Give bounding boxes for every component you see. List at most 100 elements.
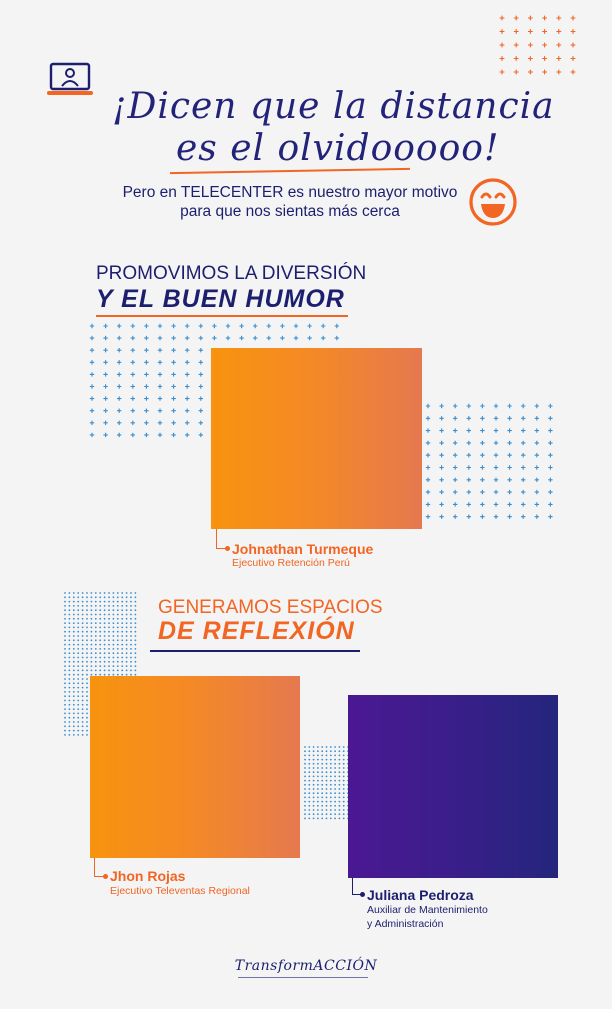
dot <box>121 656 124 659</box>
plus-dot <box>171 432 176 438</box>
dot <box>77 600 80 603</box>
dot <box>81 622 84 624</box>
dot <box>334 788 336 790</box>
plus-dot <box>185 348 190 353</box>
dot <box>125 643 128 646</box>
plus-dot <box>466 403 471 409</box>
dot <box>108 596 110 599</box>
dot <box>317 804 319 807</box>
plus-dot <box>480 477 485 482</box>
dot <box>112 630 115 633</box>
plus-dot <box>480 465 485 470</box>
dot <box>108 639 110 642</box>
dot <box>125 596 128 599</box>
plus-dot <box>507 465 512 470</box>
plus-dot <box>171 348 176 353</box>
dot <box>99 656 102 659</box>
dot <box>130 609 132 612</box>
plus-dot <box>425 440 431 446</box>
dot <box>81 721 84 723</box>
person-role: Ejecutivo Televentas Regional <box>110 885 250 897</box>
dot <box>312 771 315 774</box>
dot <box>108 600 110 603</box>
plus-dot <box>439 428 444 433</box>
dot <box>334 800 336 803</box>
dot <box>86 643 88 646</box>
dot <box>94 660 97 663</box>
section2-underline <box>150 650 360 652</box>
dot <box>68 626 71 629</box>
dot <box>86 648 88 650</box>
dot <box>121 600 124 603</box>
dot <box>321 750 324 753</box>
dot <box>334 809 336 811</box>
dot <box>304 762 306 765</box>
dot <box>77 652 80 655</box>
plus-dot <box>144 384 149 389</box>
plus-dot <box>542 56 547 61</box>
plus-dot <box>507 416 512 421</box>
dot <box>99 643 102 646</box>
dot <box>334 746 336 748</box>
dot <box>325 796 328 799</box>
plus-dot <box>239 335 244 341</box>
dot <box>321 792 324 795</box>
plus-dot <box>480 403 485 409</box>
plus-dot <box>198 360 203 365</box>
dot <box>64 630 66 633</box>
dot <box>312 809 315 811</box>
dot <box>116 643 119 646</box>
plus-dot <box>425 489 431 495</box>
dot <box>86 596 88 599</box>
plus-dot <box>521 502 526 507</box>
dot <box>108 613 110 616</box>
plus-dot <box>480 428 485 433</box>
dot <box>130 613 132 616</box>
plus-dot <box>198 408 203 413</box>
plus-dot <box>439 489 444 495</box>
dot <box>81 635 84 637</box>
dot <box>72 699 75 702</box>
dot <box>68 716 71 719</box>
dot <box>342 809 345 811</box>
dot <box>64 686 66 689</box>
dot <box>72 682 75 685</box>
plus-dot <box>521 428 526 433</box>
dot <box>108 660 110 663</box>
dot <box>86 721 88 723</box>
dot <box>134 669 137 672</box>
dot <box>112 592 115 594</box>
dot <box>112 660 115 663</box>
plus-dot <box>130 335 135 341</box>
dot <box>103 656 106 659</box>
dot <box>77 725 80 728</box>
plus-dot <box>89 384 95 389</box>
dot <box>312 792 315 795</box>
dot <box>72 691 75 693</box>
plus-dot <box>507 489 512 495</box>
dot <box>103 673 106 676</box>
dot <box>64 665 66 667</box>
dot <box>81 695 84 698</box>
plus-dot <box>144 360 149 365</box>
dot <box>90 596 93 599</box>
dot <box>86 678 88 680</box>
dot <box>64 626 66 629</box>
dot <box>342 788 345 790</box>
plus-dot <box>103 396 108 401</box>
dot <box>94 665 97 667</box>
dot <box>86 660 88 663</box>
dot <box>103 630 106 633</box>
plus-dot <box>425 428 431 433</box>
dot <box>108 605 110 607</box>
dot <box>86 622 88 624</box>
plus-dot <box>548 477 553 482</box>
dot <box>94 652 97 655</box>
dot <box>329 813 332 816</box>
dot <box>77 712 80 715</box>
dot <box>86 656 88 659</box>
plus-dot <box>103 408 108 413</box>
dot <box>321 771 324 774</box>
dot <box>90 656 93 659</box>
plus-dot <box>144 323 149 329</box>
